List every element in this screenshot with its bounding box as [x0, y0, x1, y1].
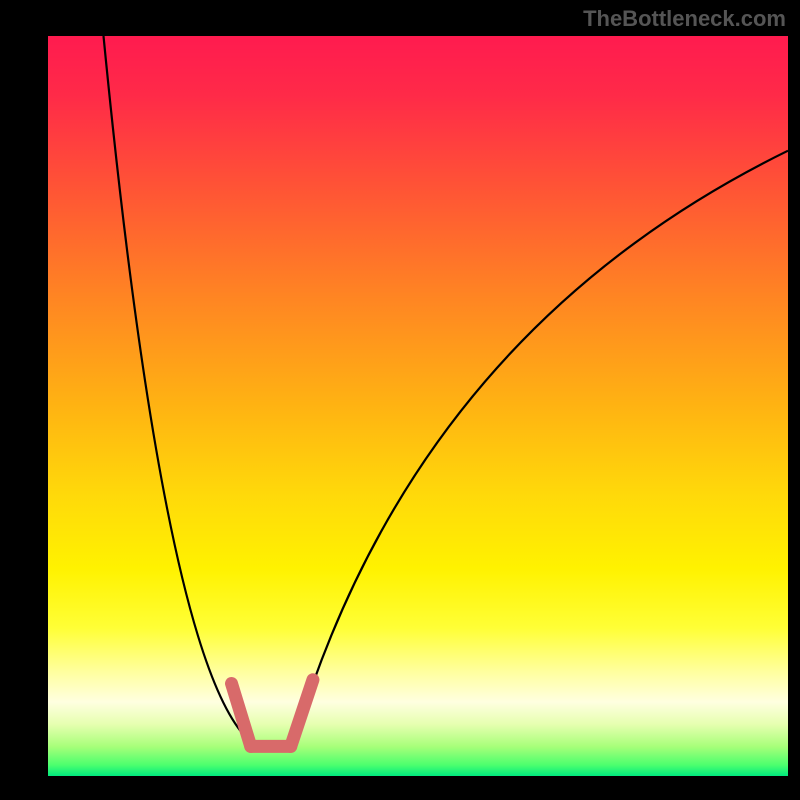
curve-right: [296, 151, 788, 736]
bottom-marker-right: [291, 680, 313, 747]
watermark-text: TheBottleneck.com: [583, 6, 786, 32]
bottom-marker: [232, 680, 313, 747]
curve-left: [104, 36, 245, 735]
plot-area: [48, 36, 788, 786]
bottom-marker-left: [232, 684, 251, 747]
curve-layer: [48, 36, 788, 776]
